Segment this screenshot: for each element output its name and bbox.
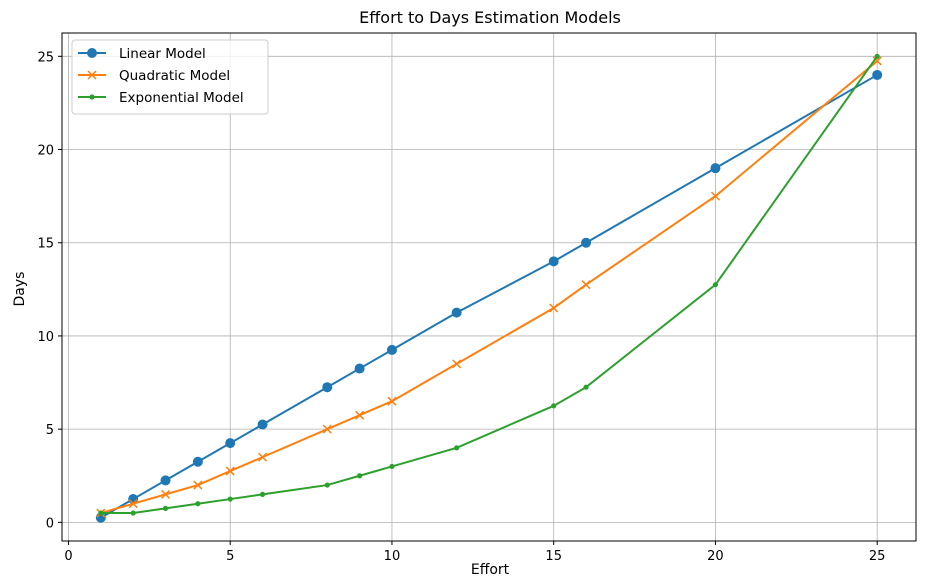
y-tick-label: 0	[46, 516, 54, 531]
data-point	[225, 438, 236, 449]
data-point	[160, 489, 171, 499]
data-point	[549, 303, 559, 313]
series-quadratic-model	[96, 56, 882, 518]
data-point	[551, 403, 557, 409]
data-point	[452, 359, 462, 369]
data-point	[128, 499, 138, 509]
y-tick-label: 15	[37, 237, 54, 252]
legend-label: Exponential Model	[119, 90, 244, 106]
series-line	[100, 60, 878, 514]
series-exponential-model	[98, 53, 880, 516]
data-point	[322, 424, 332, 434]
data-point	[354, 363, 365, 374]
data-point	[581, 237, 592, 248]
data-point	[89, 94, 95, 100]
series-linear-model	[95, 69, 883, 523]
data-point	[324, 482, 330, 488]
data-point	[710, 191, 720, 201]
y-tick-label: 5	[46, 423, 54, 438]
data-point	[322, 382, 333, 393]
data-point	[259, 491, 266, 497]
legend-label: Quadratic Model	[119, 68, 230, 84]
x-tick-label: 15	[545, 549, 562, 564]
data-point	[195, 501, 201, 507]
x-tick-label: 20	[707, 549, 724, 564]
data-point	[192, 456, 203, 467]
data-point	[162, 505, 169, 511]
x-tick-label: 0	[64, 549, 72, 564]
data-point	[583, 384, 589, 390]
y-tick-label: 10	[37, 330, 54, 345]
data-point	[87, 70, 97, 80]
data-point	[451, 307, 462, 318]
data-point	[357, 473, 363, 479]
legend-box	[71, 39, 269, 115]
chart-title: Effort to Days Estimation Models	[359, 8, 621, 27]
x-axis-label: Effort	[471, 562, 510, 576]
series-line	[100, 55, 878, 515]
data-point	[874, 53, 880, 59]
data-point	[225, 466, 235, 476]
data-point	[355, 410, 365, 420]
data-point	[257, 419, 268, 430]
y-tick-label: 20	[37, 144, 54, 159]
data-point	[386, 344, 397, 355]
plot-frame	[61, 32, 917, 542]
data-point	[160, 475, 171, 486]
data-point	[454, 445, 460, 451]
data-point	[193, 480, 203, 490]
data-point	[387, 396, 397, 406]
data-point	[712, 282, 719, 288]
data-point	[389, 463, 395, 470]
y-tick-label: 25	[37, 50, 54, 65]
data-point	[710, 163, 721, 174]
y-axis-label: Days	[12, 272, 28, 307]
data-point	[130, 510, 136, 516]
series-line	[100, 74, 878, 519]
data-point	[872, 56, 882, 66]
legend-label: Linear Model	[119, 46, 206, 62]
data-point	[872, 69, 883, 80]
data-point	[87, 48, 97, 58]
data-point	[258, 452, 268, 462]
data-point	[227, 496, 233, 502]
legend: Linear Model Quadratic Model Exponential M…	[71, 39, 269, 115]
x-tick-label: 25	[869, 549, 886, 564]
x-tick-label: 5	[226, 549, 234, 564]
data-point	[98, 510, 104, 516]
data-point	[548, 256, 559, 267]
data-point	[581, 280, 591, 290]
x-tick-label: 10	[384, 549, 401, 564]
